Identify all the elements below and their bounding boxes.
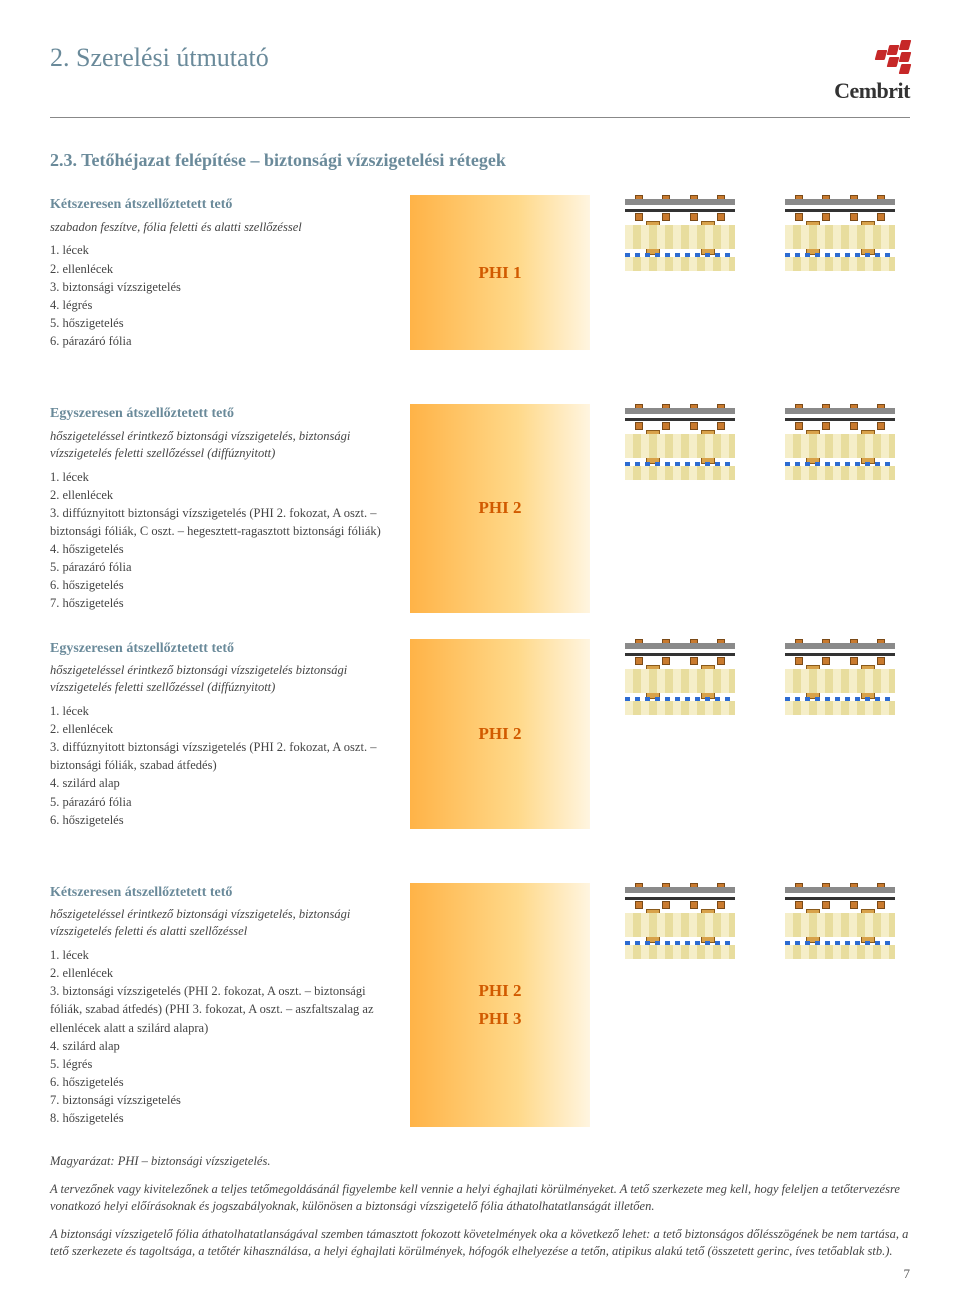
- list-item: 6. hőszigetelés: [50, 811, 390, 829]
- content-row: Egyszeresen átszellőztetett tető hősziget…: [50, 639, 910, 829]
- block-title: Kétszeresen átszellőztetett tető: [50, 883, 390, 903]
- block-desc: hőszigeteléssel érintkező biztonsági víz…: [50, 662, 390, 696]
- list-item: 7. biztonsági vízszigetelés: [50, 1091, 390, 1109]
- diagram-group: [590, 639, 910, 729]
- content-row: Egyszeresen átszellőztetett tető hősziget…: [50, 404, 910, 612]
- list-item: 4. szilárd alap: [50, 774, 390, 792]
- diagram-group: [590, 195, 910, 285]
- phi-label: PHI 2: [479, 720, 522, 748]
- list-item: 7. hőszigetelés: [50, 594, 390, 612]
- roof-diagram: [625, 195, 735, 285]
- roof-diagram: [785, 883, 895, 973]
- list-item: 3. biztonsági vízszigetelés: [50, 278, 390, 296]
- roof-diagram: [785, 404, 895, 494]
- list-item: 1. lécek: [50, 702, 390, 720]
- chapter-title: 2. Szerelési útmutató: [50, 40, 269, 76]
- block-title: Egyszeresen átszellőztetett tető: [50, 404, 390, 424]
- content-row: Kétszeresen átszellőztetett tető hősziget…: [50, 883, 910, 1128]
- block-desc: szabadon feszítve, fólia feletti és alat…: [50, 219, 390, 236]
- list-item: 5. hőszigetelés: [50, 314, 390, 332]
- list-item: 5. párazáró fólia: [50, 793, 390, 811]
- block-list: 1. lécek2. ellenlécek3. biztonsági vízsz…: [50, 241, 390, 350]
- list-item: 3. diffúznyitott biztonsági vízszigetelé…: [50, 504, 390, 540]
- phi-badge: PHI 2PHI 3: [410, 883, 590, 1128]
- block-list: 1. lécek2. ellenlécek3. biztonsági vízsz…: [50, 946, 390, 1127]
- footer-p2: A biztonsági vízszigetelő fólia áthatolh…: [50, 1226, 910, 1261]
- block-list: 1. lécek2. ellenlécek3. diffúznyitott bi…: [50, 468, 390, 613]
- list-item: 2. ellenlécek: [50, 260, 390, 278]
- phi-label: PHI 2: [479, 977, 522, 1005]
- list-item: 2. ellenlécek: [50, 720, 390, 738]
- page-number: 7: [904, 1265, 911, 1283]
- footer: Magyarázat: PHI – biztonsági vízszigetel…: [50, 1153, 910, 1261]
- roof-diagram: [625, 883, 735, 973]
- phi-label: PHI 3: [479, 1005, 522, 1033]
- roof-diagram: [625, 639, 735, 729]
- list-item: 4. szilárd alap: [50, 1037, 390, 1055]
- roof-diagram: [625, 404, 735, 494]
- section-title: 2.3. Tetőhéjazat felépítése – biztonsági…: [50, 148, 910, 173]
- list-item: 6. párazáró fólia: [50, 332, 390, 350]
- block-desc: hőszigeteléssel érintkező biztonsági víz…: [50, 428, 390, 462]
- roof-diagram: [785, 195, 895, 285]
- list-item: 5. légrés: [50, 1055, 390, 1073]
- phi-label: PHI 2: [479, 494, 522, 522]
- brand-name: Cembrit: [834, 76, 910, 107]
- diagram-group: [590, 404, 910, 494]
- list-item: 8. hőszigetelés: [50, 1109, 390, 1127]
- block-desc: hőszigeteléssel érintkező biztonsági víz…: [50, 906, 390, 940]
- logo-icon: [834, 40, 910, 74]
- list-item: 2. ellenlécek: [50, 964, 390, 982]
- footer-p1: A tervezőnek vagy kivitelezőnek a teljes…: [50, 1181, 910, 1216]
- diagram-group: [590, 883, 910, 973]
- phi-badge: PHI 2: [410, 639, 590, 829]
- list-item: 1. lécek: [50, 241, 390, 259]
- list-item: 1. lécek: [50, 946, 390, 964]
- footer-legend: Magyarázat: PHI – biztonsági vízszigetel…: [50, 1153, 910, 1171]
- block-list: 1. lécek2. ellenlécek3. diffúznyitott bi…: [50, 702, 390, 829]
- list-item: 3. biztonsági vízszigetelés (PHI 2. foko…: [50, 982, 390, 1036]
- brand-logo: Cembrit: [834, 40, 910, 107]
- list-item: 4. légrés: [50, 296, 390, 314]
- phi-badge: PHI 1: [410, 195, 590, 350]
- list-item: 4. hőszigetelés: [50, 540, 390, 558]
- list-item: 6. hőszigetelés: [50, 576, 390, 594]
- block-title: Egyszeresen átszellőztetett tető: [50, 639, 390, 659]
- list-item: 1. lécek: [50, 468, 390, 486]
- block-title: Kétszeresen átszellőztetett tető: [50, 195, 390, 215]
- roof-diagram: [785, 639, 895, 729]
- phi-label: PHI 1: [479, 259, 522, 287]
- phi-badge: PHI 2: [410, 404, 590, 612]
- list-item: 3. diffúznyitott biztonsági vízszigetelé…: [50, 738, 390, 774]
- list-item: 5. párazáró fólia: [50, 558, 390, 576]
- content-row: Kétszeresen átszellőztetett tető szabadon…: [50, 195, 910, 350]
- list-item: 2. ellenlécek: [50, 486, 390, 504]
- list-item: 6. hőszigetelés: [50, 1073, 390, 1091]
- page-header: 2. Szerelési útmutató Cembrit: [50, 40, 910, 107]
- header-rule: [50, 117, 910, 118]
